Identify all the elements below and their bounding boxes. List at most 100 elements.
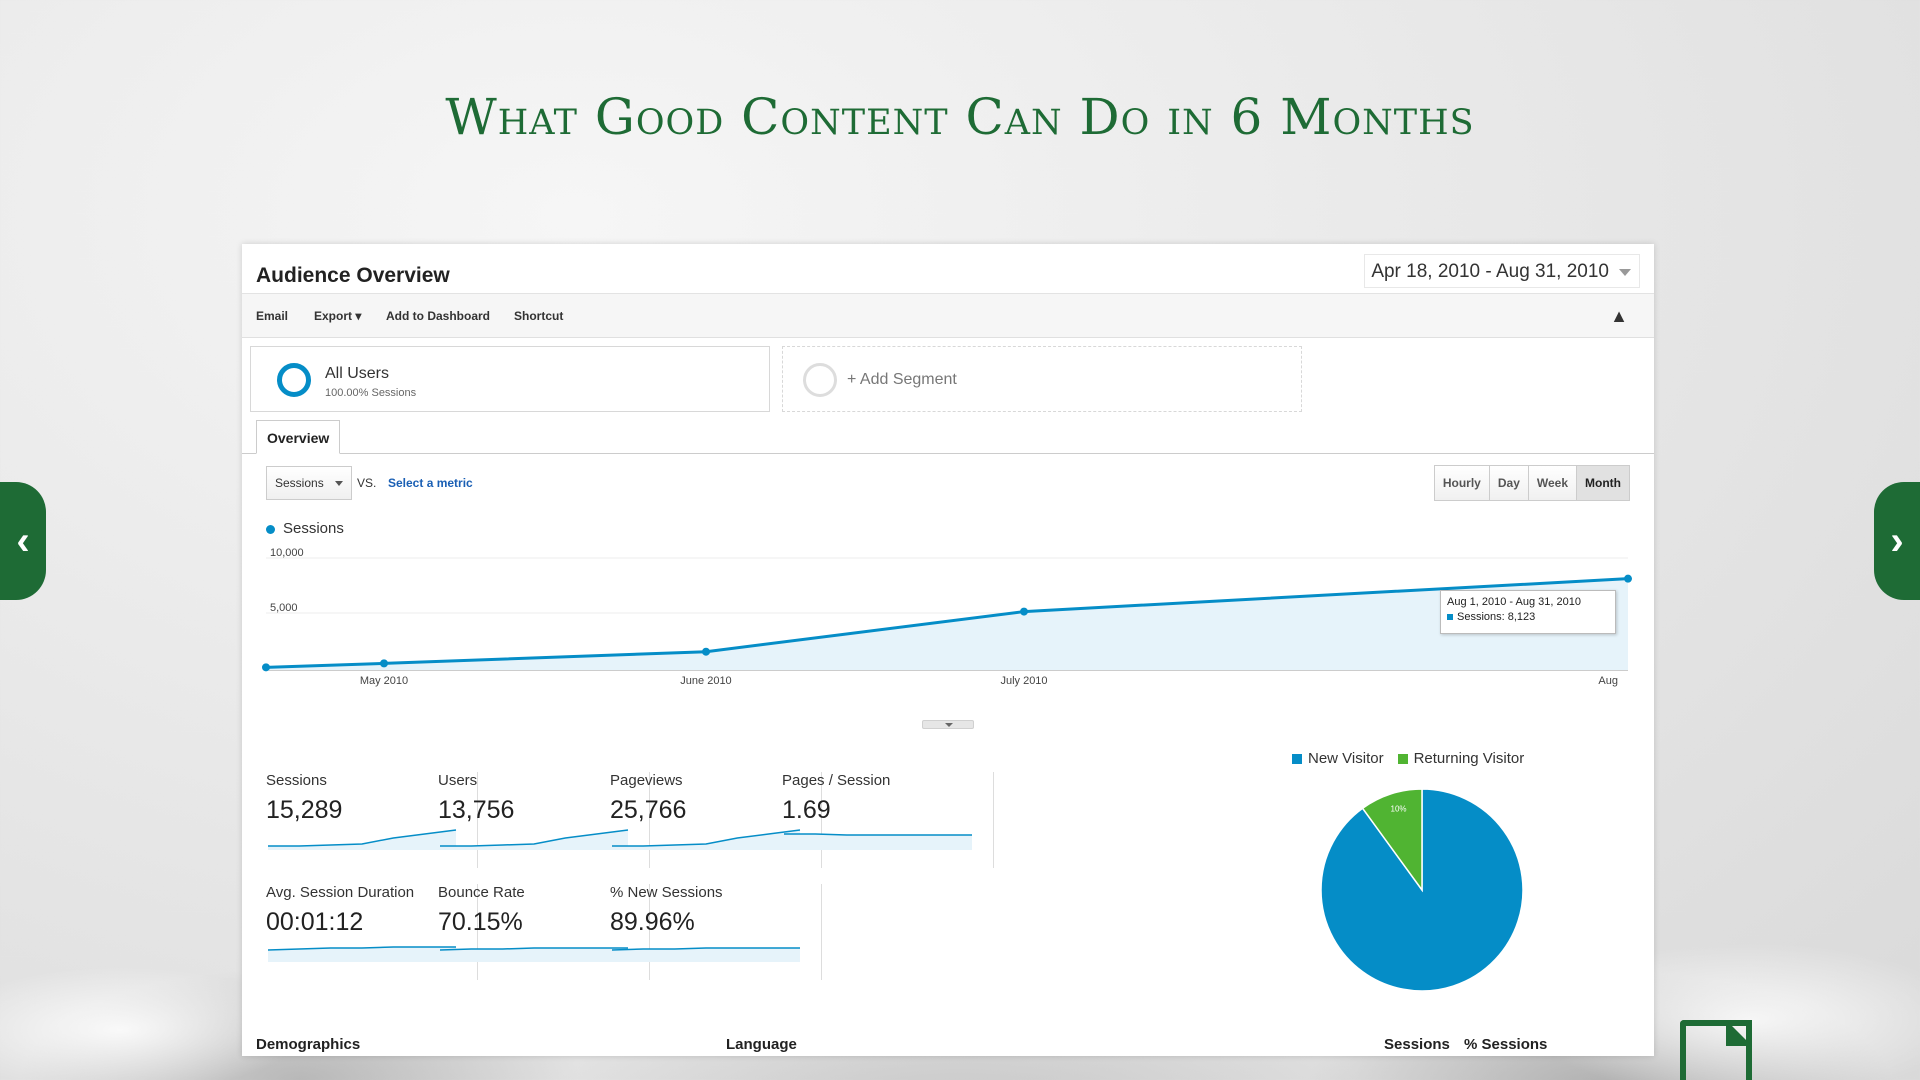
legend-series-name: Sessions xyxy=(283,520,344,537)
sessions-point-may-2010[interactable] xyxy=(380,659,388,668)
sessions-point-aug-2010[interactable] xyxy=(1624,574,1632,583)
sparkline xyxy=(268,829,457,850)
bottom-table-header: Demographics Language Sessions % Session… xyxy=(242,1034,1654,1056)
sparkline-line xyxy=(440,947,628,951)
metric-tile-label: Pages / Session xyxy=(782,772,891,789)
sparkline-line xyxy=(268,829,457,847)
pie-legend-item-returning-visitor[interactable]: Returning Visitor xyxy=(1397,750,1525,767)
add-to-dashboard-button[interactable]: Add to Dashboard xyxy=(386,309,490,323)
slide-title: What Good Content Can Do in 6 Months xyxy=(445,88,1475,146)
shortcut-button[interactable]: Shortcut xyxy=(514,309,564,323)
x-tick-label: July 2010 xyxy=(1000,675,1047,687)
visitor-pie-chart: 90% 10% xyxy=(1320,788,1524,992)
segment-all-users[interactable]: All Users 100.00% Sessions xyxy=(250,346,770,412)
metric-dropdown[interactable]: Sessions xyxy=(266,466,352,500)
date-range-picker[interactable]: Apr 18, 2010 - Aug 31, 2010 xyxy=(1364,254,1640,288)
sparkline-area xyxy=(268,947,456,962)
select-metric-link[interactable]: Select a metric xyxy=(388,476,473,490)
sparkline xyxy=(612,829,801,850)
sparkline-area xyxy=(440,948,628,962)
tab-divider xyxy=(242,453,1654,454)
sessions-line-chart: 10,000 5,000 May 2010 June 2010 July 2010 Aug xyxy=(262,547,1632,687)
sessions-point-apr-2010[interactable] xyxy=(262,663,270,672)
x-tick-label: Aug xyxy=(1598,675,1618,687)
chevron-right-icon: › xyxy=(1890,518,1904,563)
sessions-point-july-2010[interactable] xyxy=(1020,607,1028,616)
sparkline-area xyxy=(440,830,628,850)
x-tick-label: May 2010 xyxy=(360,675,408,687)
granularity-day-button[interactable]: Day xyxy=(1488,466,1528,500)
granularity-toggle: Hourly Day Week Month xyxy=(1433,465,1630,501)
export-button[interactable]: Export ▾ xyxy=(314,309,362,323)
report-title: Audience Overview xyxy=(256,264,450,287)
sparkline xyxy=(612,947,800,962)
chart-collapse-handle[interactable] xyxy=(922,720,974,729)
sparkline-area xyxy=(784,834,972,850)
metric-tile-bounce-rate[interactable]: Bounce Rate 70.15% xyxy=(438,884,650,980)
metric-tile-new-sessions[interactable]: % New Sessions 89.96% xyxy=(610,884,822,980)
sparkline-line xyxy=(268,946,456,951)
granularity-month-button[interactable]: Month xyxy=(1576,466,1629,500)
segment-share: 100.00% Sessions xyxy=(325,387,417,399)
segment-name: All Users xyxy=(325,365,390,382)
segment-ring-icon xyxy=(277,363,311,397)
sparkline-line xyxy=(440,829,629,847)
add-segment-label: + Add Segment xyxy=(847,371,957,388)
metric-tile-value: 1.69 xyxy=(782,796,831,824)
vs-label: VS. xyxy=(357,476,377,490)
sessions-point-june-2010[interactable] xyxy=(702,647,710,656)
report-toolbar: Email Export ▾ Add to Dashboard Shortcut… xyxy=(242,294,1654,338)
metric-tile-label: Sessions xyxy=(266,772,327,789)
tooltip-range: Aug 1, 2010 - Aug 31, 2010 xyxy=(1447,596,1581,608)
legend-label: Returning Visitor xyxy=(1413,750,1525,767)
sparkline-line xyxy=(612,947,800,951)
graduation-cap-icon[interactable]: ▲ xyxy=(1610,306,1628,326)
analytics-screenshot: Audience Overview Apr 18, 2010 - Aug 31,… xyxy=(242,244,1654,1056)
y-tick-label: 10,000 xyxy=(270,547,304,559)
pie-legend: New Visitor Returning Visitor xyxy=(1292,750,1524,767)
tooltip-value-row: Sessions: 8,123 xyxy=(1447,611,1609,623)
email-button[interactable]: Email xyxy=(256,309,289,323)
sparkline-line xyxy=(784,833,972,836)
metric-tile-value: 13,756 xyxy=(438,796,515,824)
granularity-hourly-button[interactable]: Hourly xyxy=(1434,466,1489,500)
pie-legend-item-new-visitor[interactable]: New Visitor xyxy=(1292,750,1384,767)
sparkline xyxy=(440,947,628,962)
metric-tile-avg-session-duration[interactable]: Avg. Session Duration 00:01:12 xyxy=(266,884,478,980)
pie-slice-returning-visitor[interactable] xyxy=(1361,788,1423,893)
pie-slice-label: 90% xyxy=(1457,983,1473,992)
previous-slide-button[interactable]: ‹ xyxy=(0,482,46,600)
next-slide-button[interactable]: › xyxy=(1874,482,1920,600)
legend-swatch xyxy=(1292,754,1302,764)
metric-tile-value: 00:01:12 xyxy=(266,908,364,936)
metric-tile-value: 70.15% xyxy=(438,908,523,936)
sparkline-line xyxy=(612,829,801,847)
metric-tile-users[interactable]: Users 13,756 xyxy=(438,772,650,868)
tab-overview[interactable]: Overview xyxy=(256,420,341,454)
y-tick-label: 5,000 xyxy=(270,602,298,614)
sparkline xyxy=(784,833,972,850)
sparkline-area xyxy=(268,830,456,850)
sessions-column-header: Sessions xyxy=(1384,1036,1450,1053)
metric-tile-sessions[interactable]: Sessions 15,289 xyxy=(266,772,478,868)
sessions-area xyxy=(266,578,1628,670)
legend-swatch xyxy=(1397,754,1408,764)
add-segment-button[interactable]: + Add Segment xyxy=(782,346,1302,412)
metric-tile-value: 89.96% xyxy=(610,908,695,936)
pct-sessions-column-header: % Sessions xyxy=(1464,1036,1548,1053)
sparkline xyxy=(440,829,629,850)
metric-tile-value: 25,766 xyxy=(610,796,687,824)
chart-tooltip: Aug 1, 2010 - Aug 31, 2010 Sessions: 8,1… xyxy=(1440,590,1616,634)
pie-slice-label: 10% xyxy=(1391,805,1407,814)
x-tick-label: June 2010 xyxy=(680,675,731,687)
document-icon[interactable] xyxy=(1680,1020,1752,1080)
legend-dot xyxy=(266,524,275,534)
metric-tile-pages-session[interactable]: Pages / Session 1.69 xyxy=(782,772,994,868)
report-header: Audience Overview Apr 18, 2010 - Aug 31,… xyxy=(242,244,1654,294)
metric-tile-pageviews[interactable]: Pageviews 25,766 xyxy=(610,772,822,868)
export-label: Export xyxy=(314,309,353,323)
metric-tile-label: Users xyxy=(438,772,478,789)
granularity-week-button[interactable]: Week xyxy=(1527,466,1577,500)
empty-ring-icon xyxy=(803,363,837,397)
sparkline-area xyxy=(612,830,800,850)
